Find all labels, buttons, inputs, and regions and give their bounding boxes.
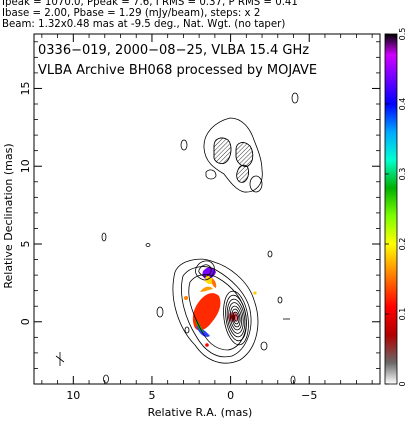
colorbar-tick-label: 0.5	[398, 28, 407, 41]
beam-ellipse	[55, 352, 65, 366]
x-tick-label: 10	[66, 389, 80, 402]
colorbar	[384, 33, 398, 385]
archive-title: VLBA Archive BH068 processed by MOJAVE	[38, 63, 317, 78]
header-line-2: Ibase = 2.00, Pbase = 1.29 (mJy/beam), s…	[2, 8, 261, 19]
x-tick-label: −5	[301, 389, 317, 402]
colorbar-tick-label: 0.2	[398, 238, 407, 251]
colorbar-ticks: 0 0.1 0.2 0.3 0.4 0.5	[385, 28, 407, 387]
y-axis-ticks: 0 5 10 15	[19, 41, 380, 385]
y-tick-label: 5	[19, 241, 32, 248]
header-line-3: Beam: 1.32x0.48 mas at -9.5 deg., Nat. W…	[2, 19, 286, 30]
x-tick-label: 0	[227, 389, 234, 402]
plot-frame	[33, 33, 381, 385]
y-tick-label: 10	[19, 159, 32, 173]
x-tick-label: 5	[148, 389, 155, 402]
colorbar-tick-label: 0.1	[398, 308, 407, 321]
x-axis-ticks: 10 5 0 −5	[41, 34, 373, 402]
y-axis-label: Relative Declination (mas)	[2, 143, 15, 288]
y-tick-label: 0	[19, 318, 32, 325]
colorbar-tick-label: 0.4	[398, 98, 407, 111]
intensity-contours	[101, 92, 299, 384]
x-axis-label: Relative R.A. (mas)	[148, 406, 253, 419]
source-title: 0336−019, 2000−08−25, VLBA 15.4 GHz	[38, 43, 309, 58]
colorbar-tick-label: 0.3	[398, 168, 407, 181]
hatched-polarization	[213, 137, 254, 183]
colorbar-tick-label: 0	[398, 381, 407, 386]
y-tick-label: 15	[19, 81, 32, 95]
header-line-1: Ipeak = 1070.0, Ppeak = 7.6, I RMS = 0.3…	[2, 0, 298, 8]
